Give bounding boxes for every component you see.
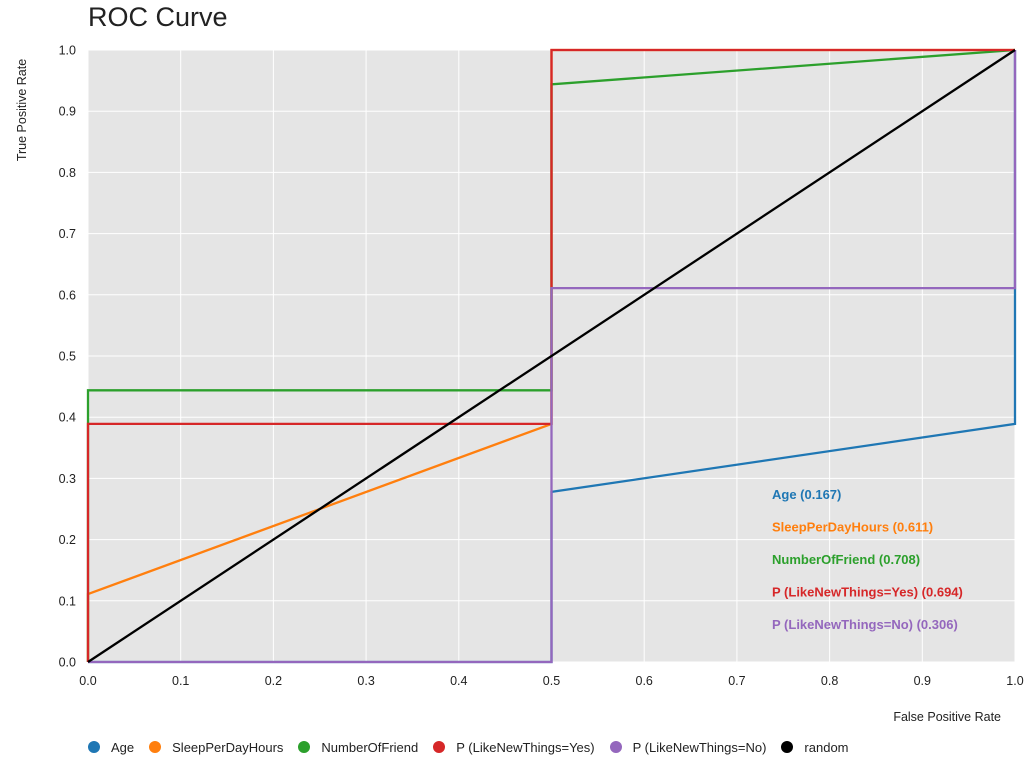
x-tick-label: 0.0	[79, 674, 96, 688]
auc-label: NumberOfFriend (0.708)	[772, 552, 920, 567]
legend-label: P (LikeNewThings=No)	[632, 739, 767, 755]
y-tick-label: 0.8	[59, 166, 76, 180]
x-tick-label: 0.4	[450, 674, 467, 688]
x-tick-label: 0.3	[357, 674, 374, 688]
y-tick-label: 0.1	[59, 594, 76, 608]
y-tick-label: 0.0	[59, 656, 76, 670]
legend-label: SleepPerDayHours	[172, 739, 284, 755]
legend-label: P (LikeNewThings=Yes)	[456, 739, 595, 755]
chart-title: ROC Curve	[88, 2, 228, 32]
legend-item[interactable]: P (LikeNewThings=No)	[609, 739, 767, 755]
legend-marker	[149, 741, 162, 753]
x-tick-label: 0.2	[265, 674, 282, 688]
auc-label: SleepPerDayHours (0.611)	[772, 520, 933, 535]
legend-item[interactable]: Age	[88, 740, 134, 755]
legend-marker	[298, 741, 311, 753]
y-tick-label: 0.2	[59, 533, 76, 547]
legend-label: random	[804, 739, 849, 755]
y-tick-label: 0.9	[59, 105, 76, 119]
x-tick-label: 0.9	[914, 674, 931, 688]
series-line-random	[87, 49, 1016, 663]
legend-marker	[88, 741, 100, 753]
y-tick-label: 0.6	[59, 288, 76, 302]
legend-marker	[433, 741, 446, 753]
tick-labels: 0.0 0.1 0.2 0.3 0.4 0.5 0.6 0.7 0.8 0.9 1.0 0.0 0.1 0…	[59, 44, 1024, 689]
auc-label: P (LikeNewThings=No) (0.306)	[772, 617, 958, 632]
legend-item[interactable]: SleepPerDayHours	[149, 740, 283, 755]
x-tick-label: 0.1	[172, 674, 189, 688]
x-tick-label: 0.6	[636, 674, 653, 688]
legend-label: Age	[111, 739, 135, 755]
legend-item[interactable]: random	[781, 739, 849, 755]
legend-marker	[781, 741, 794, 753]
series-lines	[86, 48, 1017, 664]
legend-item[interactable]: P (LikeNewThings=Yes)	[433, 739, 595, 755]
x-tick-label: 0.8	[821, 674, 838, 688]
legend-marker	[609, 741, 622, 753]
auc-label: P (LikeNewThings=Yes) (0.694)	[772, 585, 963, 600]
y-tick-label: 0.5	[59, 350, 76, 364]
series-line-p-likenewthings-no	[88, 50, 1017, 664]
y-tick-label: 0.3	[59, 472, 76, 486]
y-tick-label: 1.0	[59, 44, 76, 58]
x-tick-label: 1.0	[1006, 674, 1023, 688]
auc-label: Age (0.167)	[772, 487, 841, 502]
y-tick-label: 0.4	[59, 411, 76, 425]
x-tick-label: 0.7	[728, 674, 745, 688]
legend-item[interactable]: NumberOfFriend	[298, 740, 418, 755]
y-axis-label: True Positive Rate	[15, 59, 29, 161]
y-tick-label: 0.7	[59, 227, 76, 241]
x-axis-label: False Positive Rate	[893, 710, 1001, 724]
x-tick-label: 0.5	[543, 674, 560, 688]
legend-label: NumberOfFriend	[321, 739, 419, 755]
auc-labels: Age (0.167) SleepPerDayHours (0.611) Numbe…	[772, 487, 963, 632]
legend: Age SleepPerDayHours NumberOfFriend P (Like…	[88, 737, 864, 757]
